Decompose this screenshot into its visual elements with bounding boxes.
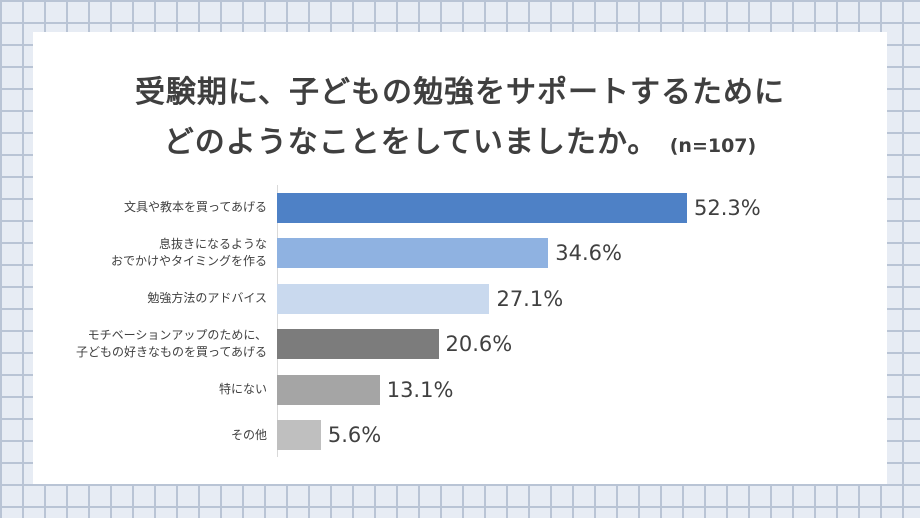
bar-chart: 文具や教本を買ってあげる 52.3% 息抜きになるような おでかけやタイミングを… xyxy=(33,185,887,458)
value-label: 27.1% xyxy=(496,286,564,311)
chart-row: 特にない 13.1% xyxy=(33,367,887,413)
chart-row: モチベーションアップのために、 子どもの好きなものを買ってあげる 20.6% xyxy=(33,322,887,368)
sample-size: (n=107) xyxy=(669,135,757,157)
category-label: モチベーションアップのために、 子どもの好きなものを買ってあげる xyxy=(75,328,267,360)
bar xyxy=(277,283,490,314)
category-label: 息抜きになるような おでかけやタイミングを作る xyxy=(110,237,267,269)
title-line-1: 受験期に、子どもの勉強をサポートするために xyxy=(134,75,786,110)
bar-track: 52.3% xyxy=(277,192,887,223)
bar-track: 13.1% xyxy=(277,374,887,405)
category-label: 文具や教本を買ってあげる xyxy=(123,200,267,215)
chart-row: その他 5.6% xyxy=(33,413,887,459)
bar-track: 27.1% xyxy=(277,283,887,314)
title-line-2: どのようなことをしていましたか。 (n=107) xyxy=(163,125,757,160)
category-label: 勉強方法のアドバイス xyxy=(147,291,267,306)
chart-card: 受験期に、子どもの勉強をサポートするために どのようなことをしていましたか。 (… xyxy=(33,32,887,484)
chart-row: 文具や教本を買ってあげる 52.3% xyxy=(33,185,887,231)
bar-track: 34.6% xyxy=(277,238,887,269)
value-label: 20.6% xyxy=(445,332,513,357)
value-label: 13.1% xyxy=(386,377,454,402)
chart-row: 息抜きになるような おでかけやタイミングを作る 34.6% xyxy=(33,231,887,277)
chart-row: 勉強方法のアドバイス 27.1% xyxy=(33,276,887,322)
bar xyxy=(277,192,688,223)
category-label: その他 xyxy=(230,427,267,442)
bar-track: 5.6% xyxy=(277,420,887,451)
bar xyxy=(277,374,380,405)
value-label: 52.3% xyxy=(694,195,761,220)
axis-line xyxy=(277,185,278,457)
value-label: 5.6% xyxy=(327,423,382,448)
bar xyxy=(277,329,439,360)
value-label: 34.6% xyxy=(555,241,622,266)
chart-title: 受験期に、子どもの勉強をサポートするために どのようなことをしていましたか。 (… xyxy=(33,68,887,171)
bar-track: 20.6% xyxy=(277,329,887,360)
category-label: 特にない xyxy=(218,382,267,397)
bar xyxy=(277,420,321,451)
bar xyxy=(277,238,549,269)
